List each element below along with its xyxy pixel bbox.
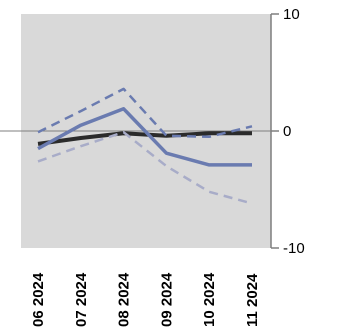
x-tick-label: 09 2024: [158, 272, 175, 327]
y-ticks: 10 0 -10: [271, 6, 305, 257]
x-tick-label: 10 2024: [201, 272, 218, 327]
x-tick-labels: 06 2024 07 2024 08 2024 09 2024 10 2024 11 20…: [30, 272, 261, 327]
x-tick-label: 06 2024: [30, 272, 47, 327]
series-line-3: [37, 87, 253, 139]
series-line-1: [37, 131, 252, 146]
y-tick-label: -10: [283, 240, 305, 257]
y-tick-label: 0: [283, 123, 291, 140]
x-tick-label: 08 2024: [116, 272, 133, 327]
x-tick-label: 11 2024: [244, 273, 261, 327]
series-line-4: [37, 130, 253, 205]
series-layer: [37, 87, 253, 205]
y-tick-label: 10: [283, 6, 300, 23]
x-tick-label: 07 2024: [73, 272, 90, 327]
series-line-2: [37, 107, 252, 167]
